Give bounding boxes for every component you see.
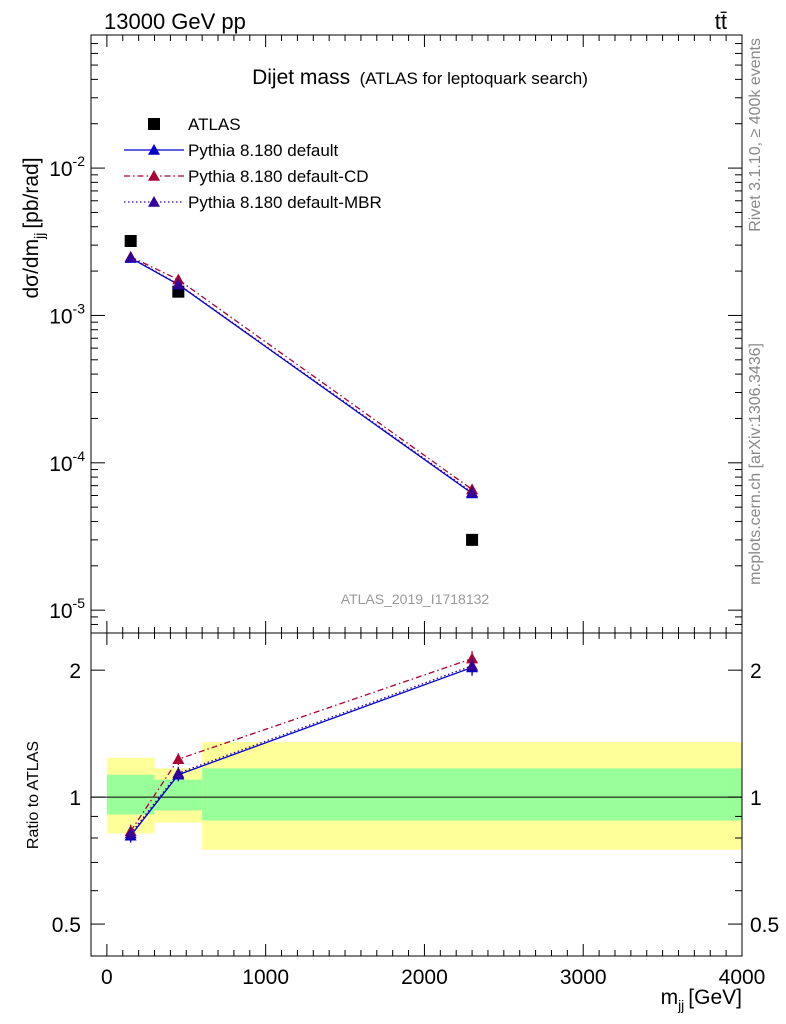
main-title-sub: (ATLAS for leptoquark search) — [360, 69, 588, 88]
main-y-label-sub: jj — [31, 233, 47, 240]
x-tick-label: 0 — [101, 966, 113, 989]
ratio-y-tick-label-left: 2 — [69, 660, 81, 683]
main-series-marker — [172, 278, 185, 289]
main-series-marker — [466, 486, 479, 498]
ratio-frame — [90, 632, 743, 957]
x-tick-label: 4000 — [719, 966, 766, 989]
ratio-y-tick-label-right: 0.5 — [750, 914, 779, 937]
main-series-line — [130, 256, 473, 490]
main-panel: Dijet mass (ATLAS for leptoquark search)… — [20, 34, 743, 634]
ratio-y-tick-label-right: 2 — [750, 660, 762, 683]
ratio-band-inner — [106, 774, 155, 815]
main-y-tick-label: 10-2 — [49, 153, 85, 181]
legend-marker — [148, 196, 160, 207]
x-label-text: m — [661, 986, 679, 1009]
x-tick-label: 3000 — [560, 966, 607, 989]
ratio-panel: 0 1000 2000 3000 4000 0.5 0.5 1 1 2 2 Ratio to ATL… — [25, 632, 779, 1013]
atlas-data-point — [466, 533, 479, 546]
ratio-series-marker — [172, 767, 185, 778]
main-y-tick-label: 10-3 — [49, 300, 85, 328]
legend: ATLAS Pythia 8.180 default Pythia 8.180 de… — [124, 115, 382, 212]
x-label-sub: jj — [677, 997, 684, 1013]
ratio-series-marker — [124, 827, 137, 839]
watermark: ATLAS_2019_I1718132 — [341, 591, 490, 607]
main-series-marker — [124, 251, 137, 263]
legend-marker — [148, 144, 160, 155]
x-tick-label: 1000 — [242, 966, 289, 989]
legend-label: Pythia 8.180 default — [188, 141, 339, 160]
ratio-band-inner — [202, 768, 742, 821]
ratio-y-axis-label: Ratio to ATLAS — [25, 741, 42, 849]
main-y-label-text: dσ/dm — [20, 239, 43, 299]
ratio-y-tick-label-right: 1 — [750, 787, 762, 810]
main-y-label-unit: [pb/rad] — [20, 157, 43, 228]
x-label-unit: [GeV] — [688, 986, 742, 1009]
legend-marker — [148, 170, 160, 181]
main-y-tick-label: 10-5 — [49, 595, 85, 623]
header-left: 13000 GeV pp — [104, 9, 246, 34]
main-title: Dijet mass (ATLAS for leptoquark search) — [252, 66, 588, 89]
atlas-data-point — [124, 235, 137, 248]
legend-label: Pythia 8.180 default-MBR — [188, 193, 382, 212]
legend-label: ATLAS — [188, 115, 241, 134]
ratio-y-tick-label-left: 1 — [69, 787, 81, 810]
rivet-label: Rivet 3.1.10, ≥ 400k events — [747, 38, 764, 232]
ratio-series-marker — [466, 659, 479, 671]
main-y-tick-label: 10-4 — [49, 448, 85, 476]
legend-label: Pythia 8.180 default-CD — [188, 167, 369, 186]
main-y-axis-label: dσ/dmjj [pb/rad] — [20, 157, 47, 298]
ratio-series-marker — [172, 753, 185, 765]
legend-marker-atlas — [148, 118, 160, 130]
main-title-main: Dijet mass — [252, 66, 350, 89]
header-right: tt̄ — [715, 9, 727, 34]
x-axis-label: mjj [GeV] — [661, 986, 742, 1013]
mcplots-label: mcplots.cern.ch [arXiv:1306.3436] — [747, 343, 764, 585]
ratio-y-tick-label-left: 0.5 — [52, 914, 81, 937]
x-tick-label: 2000 — [401, 966, 448, 989]
